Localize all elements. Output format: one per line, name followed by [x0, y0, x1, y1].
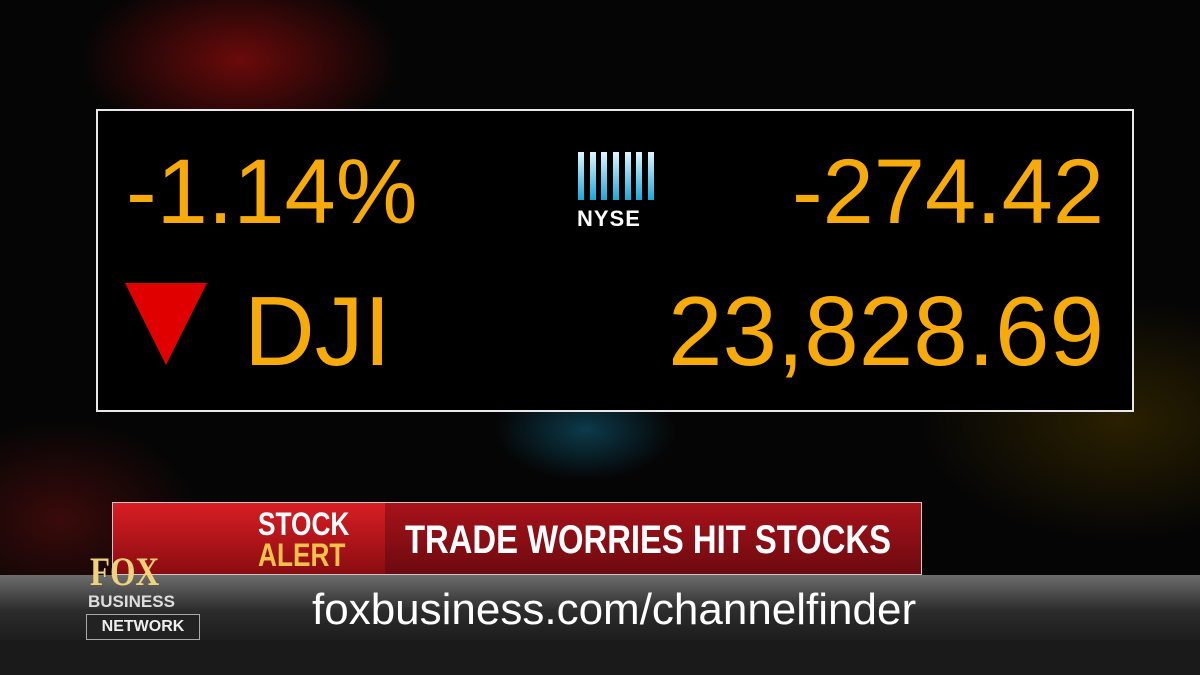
alert-tag — [113, 503, 385, 574]
tag-line: STOCK — [258, 506, 350, 542]
down-arrow — [125, 283, 207, 365]
url-bar — [0, 575, 1200, 640]
url: foxbusiness.com/channelfinder — [312, 585, 917, 634]
bottom-strip — [0, 640, 1200, 675]
tag-line: ALERT — [258, 537, 346, 573]
headline: TRADE WORRIES HIT STOCKS — [405, 518, 891, 562]
logo-line: BUSINESS — [88, 592, 175, 611]
index-level: 23,828.69 — [668, 276, 1104, 386]
change-percent: -1.14% — [126, 141, 418, 243]
logo-line: FOX — [90, 549, 160, 594]
index-name: DJI — [244, 276, 391, 386]
logo-line: NETWORK — [86, 614, 200, 640]
network-logo: FOX BUSINESS NETWORK — [84, 548, 202, 642]
exchange: NYSE — [577, 206, 641, 231]
nyse-logo-bars — [578, 152, 654, 200]
change-points: -274.42 — [791, 141, 1104, 243]
